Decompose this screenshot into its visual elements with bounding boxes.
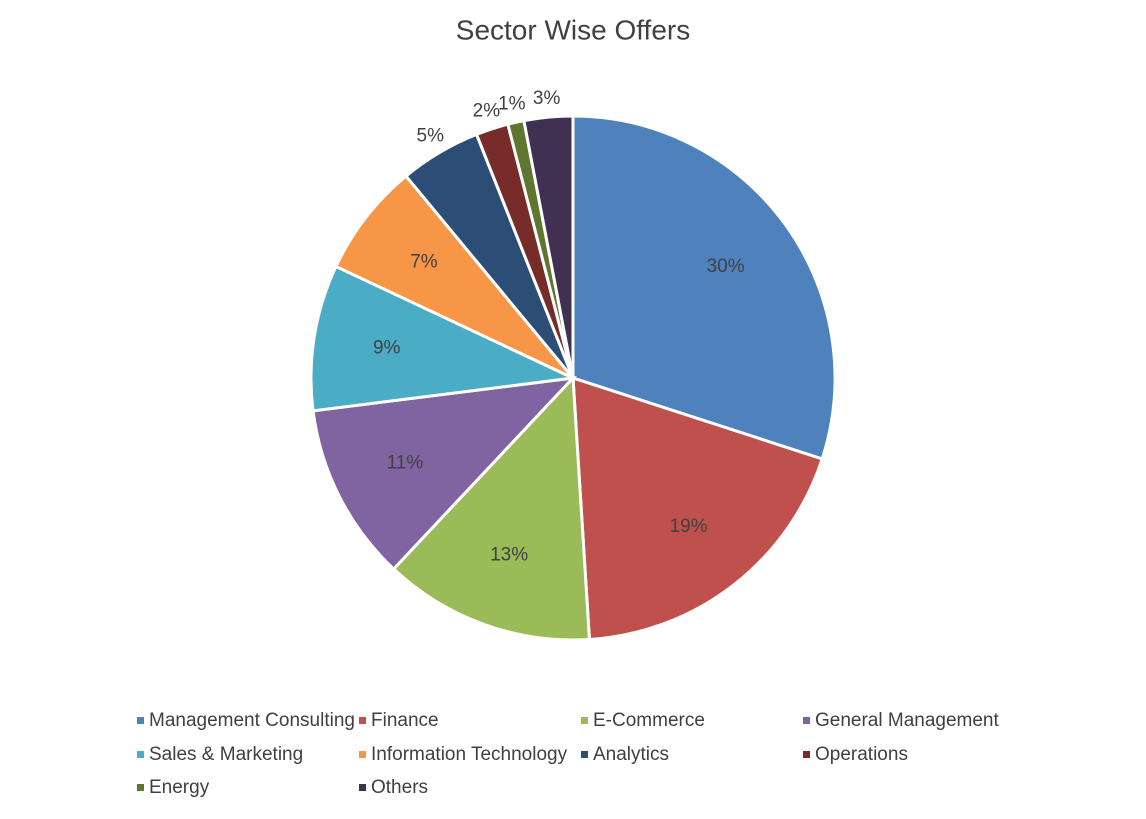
data-label: 19% — [670, 516, 708, 537]
legend-swatch — [581, 751, 588, 758]
legend-swatch — [803, 717, 810, 724]
data-label: 5% — [417, 126, 445, 147]
pie-slice — [571, 114, 837, 461]
data-label: 7% — [410, 251, 438, 272]
legend-swatch — [137, 717, 144, 724]
chart-title: Sector Wise Offers — [456, 14, 690, 45]
legend-label: Others — [371, 777, 428, 798]
data-label: 30% — [707, 256, 745, 277]
data-label: 11% — [387, 453, 424, 474]
legend-swatch — [803, 751, 810, 758]
legend-label: Management Consulting — [149, 710, 355, 731]
legend-label: General Management — [815, 710, 999, 731]
data-label: 9% — [373, 338, 401, 359]
legend-label: Operations — [815, 744, 908, 765]
legend-swatch — [581, 717, 588, 724]
legend-label: Information Technology — [371, 744, 568, 765]
data-label: 1% — [498, 93, 526, 114]
legend-swatch — [359, 717, 366, 724]
data-label: 13% — [490, 545, 528, 566]
legend-swatch — [359, 784, 366, 791]
pie-slice — [522, 114, 575, 379]
pie-slice — [391, 374, 592, 642]
pie-slice — [571, 375, 825, 642]
legend-swatch — [137, 751, 144, 758]
pie-slice — [309, 264, 579, 413]
data-label: 3% — [533, 88, 561, 109]
data-label: 2% — [473, 100, 501, 121]
legend-label: Analytics — [593, 744, 669, 765]
legend-label: Sales & Marketing — [149, 744, 303, 765]
pie-slice — [333, 174, 575, 380]
legend-label: Energy — [149, 777, 210, 798]
legend-swatch — [359, 751, 366, 758]
legend-swatch — [137, 784, 144, 791]
pie-slice — [311, 375, 577, 572]
legend-label: E-Commerce — [593, 710, 705, 731]
legend-label: Finance — [371, 710, 439, 731]
